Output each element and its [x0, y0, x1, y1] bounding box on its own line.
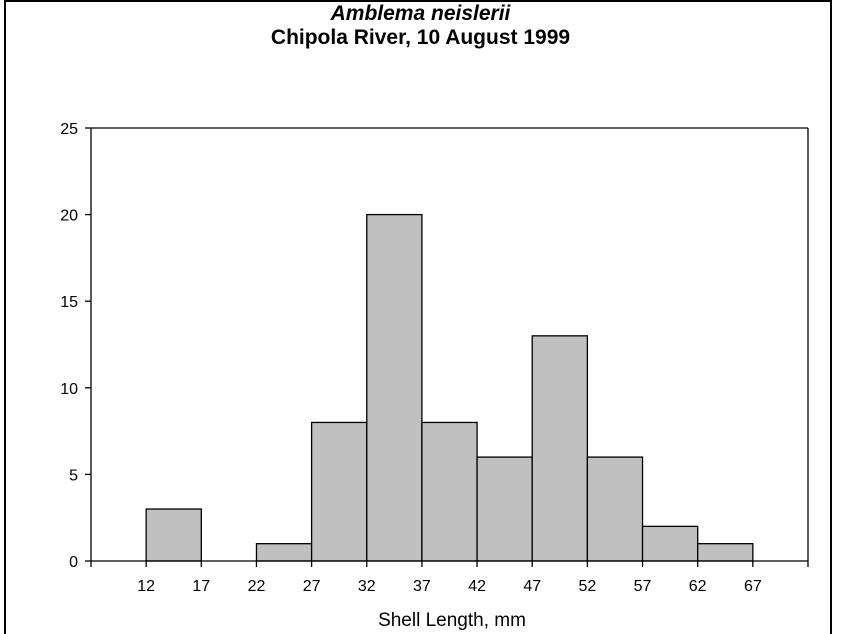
x-tick-label-8: 52 — [578, 578, 596, 595]
x-tick-label-9: 57 — [634, 578, 652, 595]
x-tick-label-1: 17 — [192, 578, 210, 595]
y-tick-label-1: 5 — [69, 467, 78, 484]
x-tick-label-11: 67 — [744, 578, 762, 595]
x-tick-label-6: 42 — [468, 578, 486, 595]
chart-frame — [4, 0, 832, 634]
histogram-bar-4 — [366, 213, 423, 562]
histogram-bar-8 — [586, 456, 644, 562]
y-tick-label-4: 20 — [60, 208, 78, 225]
x-tick-label-2: 22 — [248, 578, 266, 595]
x-tick-label-5: 37 — [413, 578, 431, 595]
histogram-bar-7 — [531, 335, 589, 562]
y-tick-label-3: 15 — [60, 294, 78, 311]
histogram-bar-9 — [641, 525, 699, 562]
histogram-bar-5 — [421, 421, 478, 562]
y-tick-label-2: 10 — [60, 381, 78, 398]
x-tick-label-0: 12 — [137, 578, 155, 595]
x-tick-label-10: 62 — [689, 578, 707, 595]
x-tick-label-7: 47 — [523, 578, 541, 595]
x-tick-label-3: 27 — [303, 578, 321, 595]
x-tick-label-4: 32 — [358, 578, 376, 595]
y-tick-label-5: 25 — [60, 121, 78, 138]
histogram-bar-2 — [255, 543, 313, 562]
histogram-bar-0 — [145, 508, 202, 562]
chart-subtitle: Chipola River, 10 August 1999 — [270, 26, 571, 49]
histogram-bar-10 — [697, 543, 754, 562]
y-tick-label-0: 0 — [69, 554, 78, 571]
x-axis-label: Shell Length, mm — [378, 610, 526, 631]
histogram-bar-6 — [476, 456, 533, 562]
histogram-bar-3 — [310, 421, 368, 562]
chart-title: Amblema neislerii — [330, 2, 511, 25]
